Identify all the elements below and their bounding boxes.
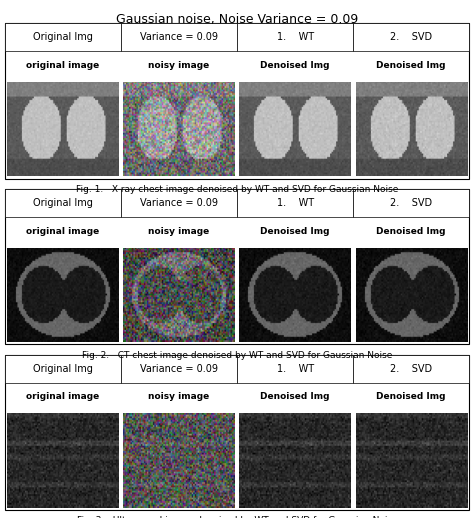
Text: 2.    SVD: 2. SVD xyxy=(390,364,432,374)
Bar xyxy=(5,189,469,344)
Text: Variance = 0.09: Variance = 0.09 xyxy=(140,198,218,208)
Bar xyxy=(5,189,121,217)
Text: original image: original image xyxy=(26,392,100,401)
Text: 1.    WT: 1. WT xyxy=(276,364,314,374)
Text: 2.    SVD: 2. SVD xyxy=(390,198,432,208)
Text: Denoised Img: Denoised Img xyxy=(260,392,330,401)
Text: original image: original image xyxy=(26,61,100,70)
Bar xyxy=(121,189,237,217)
Text: 1.    WT: 1. WT xyxy=(276,32,314,42)
Bar xyxy=(5,23,121,51)
Text: noisy image: noisy image xyxy=(148,226,210,236)
Bar xyxy=(353,189,469,217)
Bar xyxy=(5,23,469,179)
Text: Original Img: Original Img xyxy=(33,32,93,42)
Bar xyxy=(121,23,237,51)
Bar xyxy=(353,355,469,383)
Text: Original Img: Original Img xyxy=(33,198,93,208)
Text: Variance = 0.09: Variance = 0.09 xyxy=(140,32,218,42)
Text: Original Img: Original Img xyxy=(33,364,93,374)
Text: Denoised Img: Denoised Img xyxy=(376,61,446,70)
Text: Fig. 2.   CT chest image denoised by WT and SVD for Gaussian Noise: Fig. 2. CT chest image denoised by WT an… xyxy=(82,351,392,359)
Bar xyxy=(353,23,469,51)
Text: 1.    WT: 1. WT xyxy=(276,198,314,208)
Text: Fig. 1.   X-ray chest image denoised by WT and SVD for Gaussian Noise: Fig. 1. X-ray chest image denoised by WT… xyxy=(76,185,398,194)
Text: Denoised Img: Denoised Img xyxy=(260,226,330,236)
Bar xyxy=(121,355,237,383)
Text: noisy image: noisy image xyxy=(148,392,210,401)
Text: Variance = 0.09: Variance = 0.09 xyxy=(140,364,218,374)
Bar xyxy=(237,23,353,51)
Text: 2.    SVD: 2. SVD xyxy=(390,32,432,42)
Bar xyxy=(5,355,469,510)
Text: Denoised Img: Denoised Img xyxy=(376,392,446,401)
Text: Denoised Img: Denoised Img xyxy=(376,226,446,236)
Text: Denoised Img: Denoised Img xyxy=(260,61,330,70)
Text: Gaussian noise, Noise Variance = 0.09: Gaussian noise, Noise Variance = 0.09 xyxy=(116,13,358,26)
Text: original image: original image xyxy=(26,226,100,236)
Bar xyxy=(237,355,353,383)
Bar xyxy=(237,189,353,217)
Text: noisy image: noisy image xyxy=(148,61,210,70)
Bar xyxy=(5,355,121,383)
Text: Fig. 3.   Ultrasound image denoised by WT and SVD for Gaussian Noise: Fig. 3. Ultrasound image denoised by WT … xyxy=(77,516,397,518)
